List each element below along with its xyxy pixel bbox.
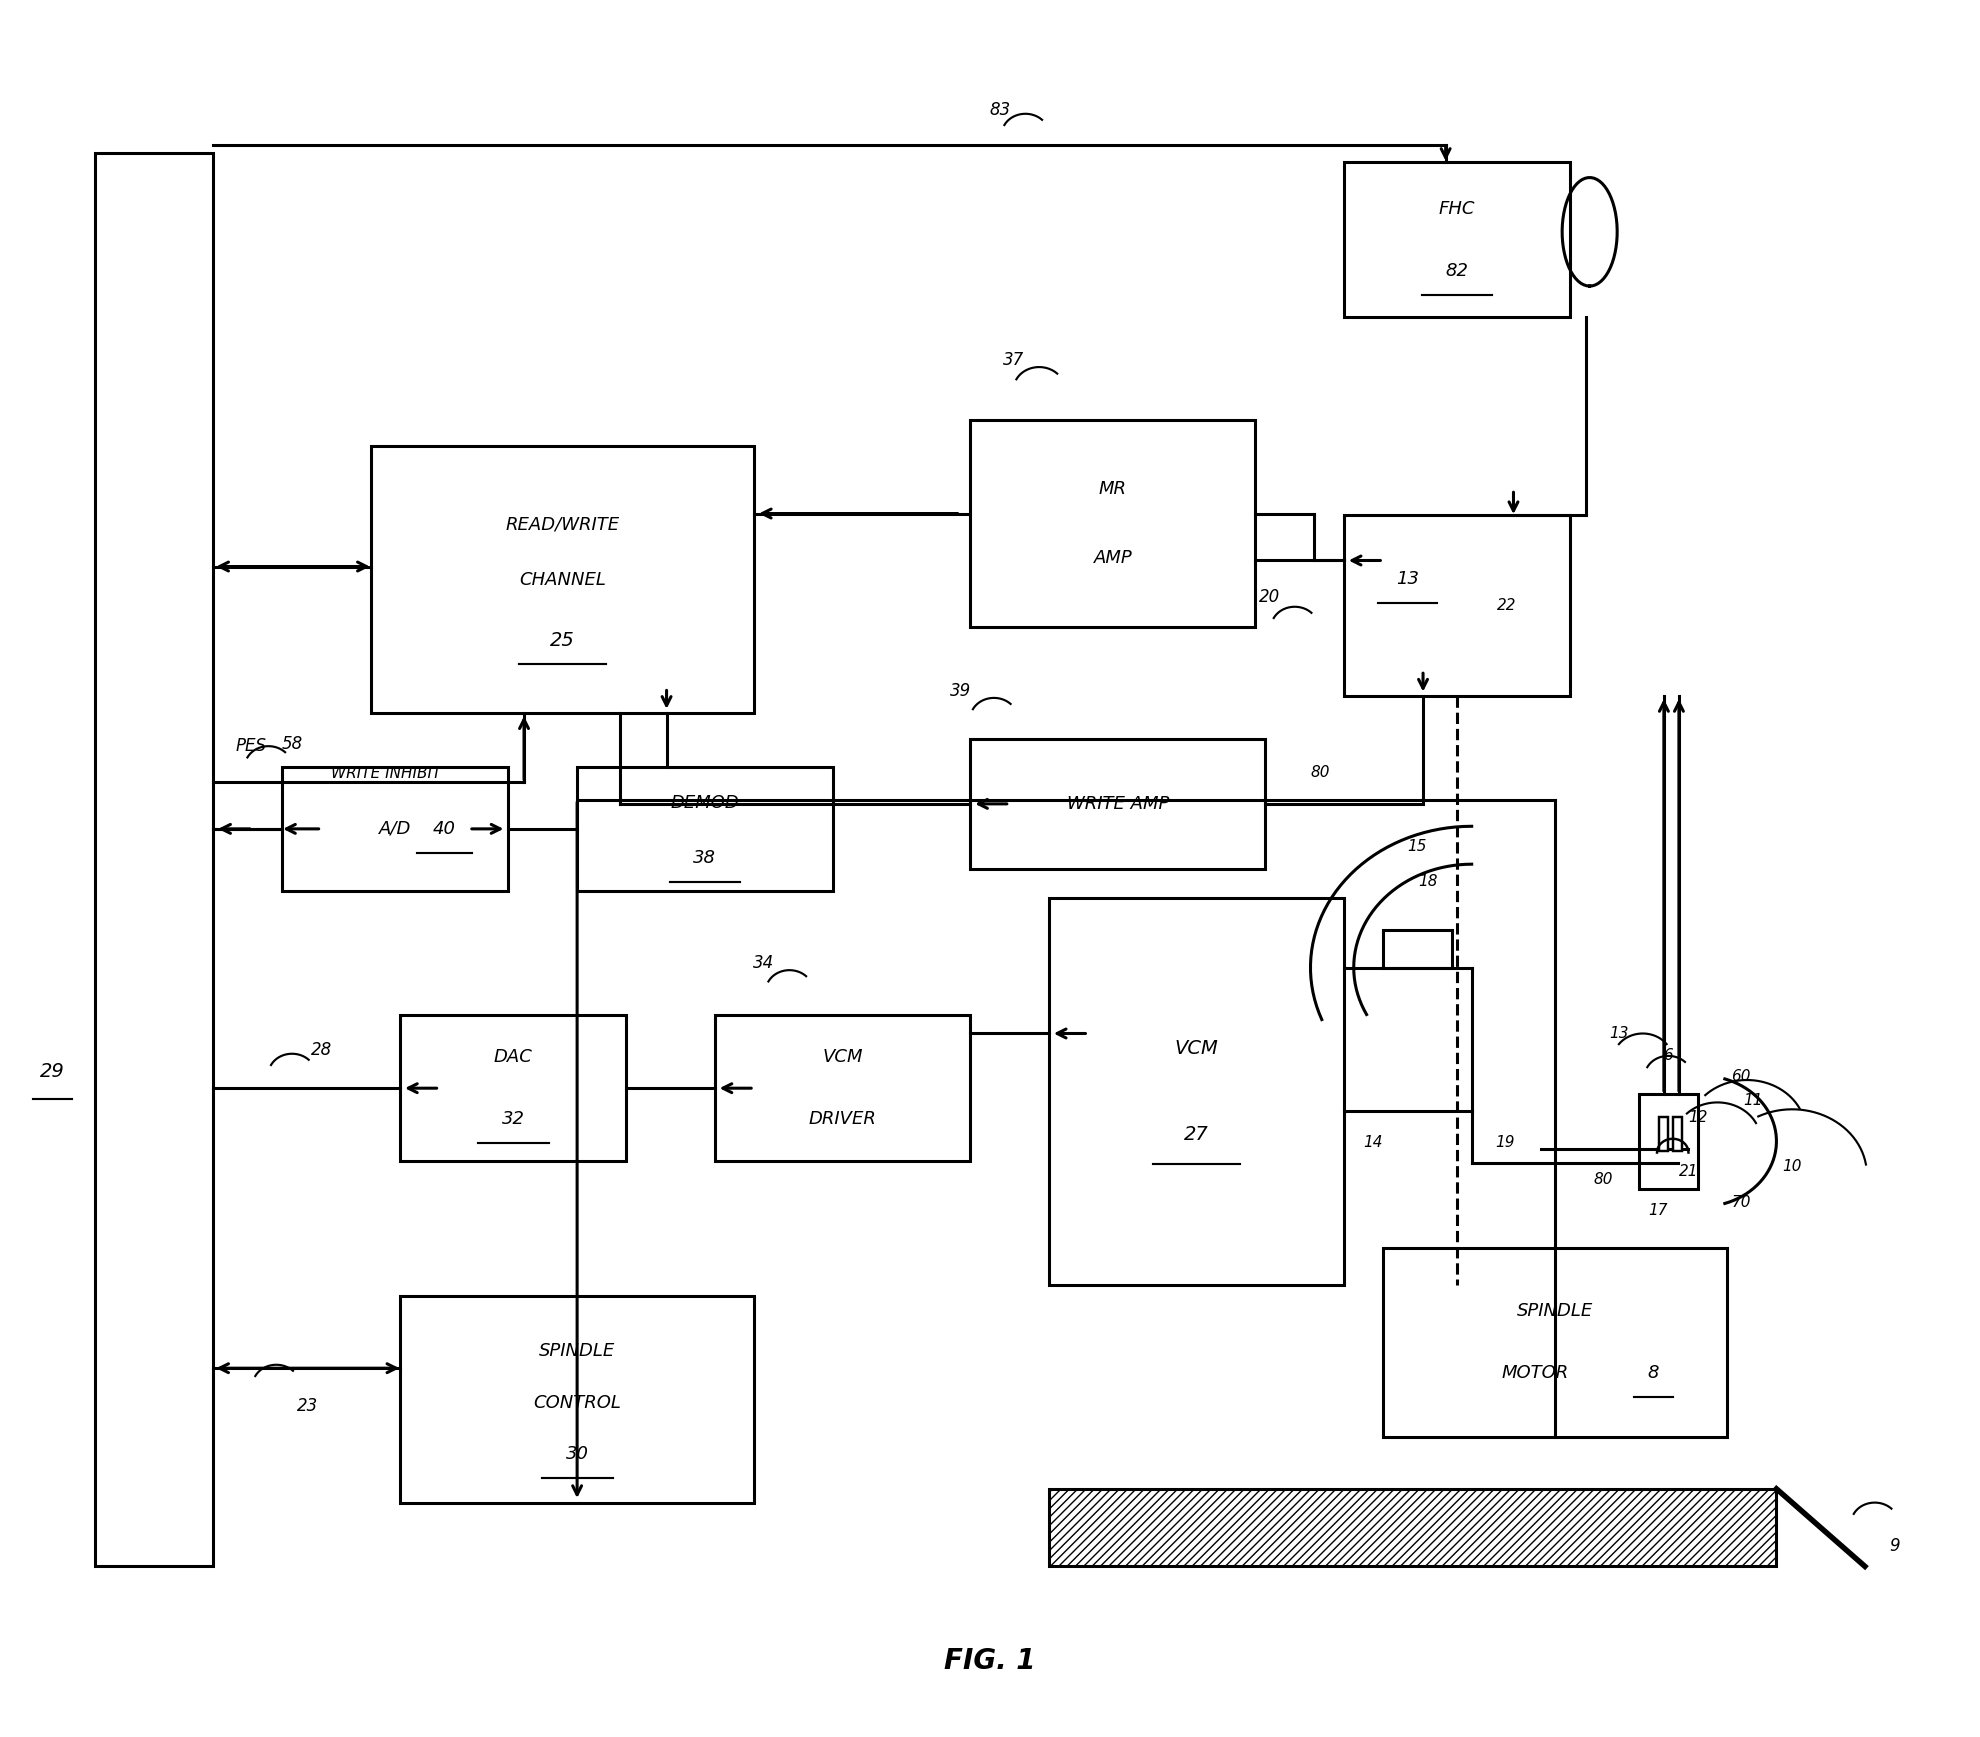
Text: 38: 38 [693, 849, 717, 867]
Text: 10: 10 [1782, 1159, 1802, 1174]
Text: 23: 23 [297, 1397, 319, 1416]
Text: 30: 30 [566, 1445, 588, 1463]
Text: 29: 29 [40, 1063, 65, 1082]
Text: MOTOR: MOTOR [1503, 1364, 1570, 1383]
Text: 8: 8 [1647, 1364, 1659, 1383]
Text: 25: 25 [550, 631, 574, 650]
Text: 80: 80 [1594, 1172, 1614, 1188]
Text: 20: 20 [1259, 587, 1279, 606]
Text: SPINDLE: SPINDLE [1517, 1303, 1594, 1320]
Text: AMP: AMP [1093, 549, 1133, 568]
Text: 37: 37 [1004, 351, 1024, 370]
Text: 13: 13 [1610, 1027, 1630, 1040]
Text: 70: 70 [1731, 1195, 1750, 1211]
FancyBboxPatch shape [970, 740, 1265, 868]
Text: VCM: VCM [1174, 1039, 1218, 1058]
FancyBboxPatch shape [576, 766, 834, 891]
FancyBboxPatch shape [370, 446, 754, 714]
FancyBboxPatch shape [400, 1014, 626, 1162]
Text: 14: 14 [1364, 1134, 1384, 1150]
Text: DRIVER: DRIVER [808, 1110, 877, 1129]
Text: 28: 28 [311, 1040, 333, 1060]
Text: 12: 12 [1689, 1110, 1707, 1126]
FancyBboxPatch shape [1344, 162, 1570, 318]
Text: 17: 17 [1649, 1204, 1669, 1218]
FancyBboxPatch shape [1659, 1117, 1669, 1150]
Text: 15: 15 [1408, 839, 1426, 855]
Text: CONTROL: CONTROL [533, 1393, 622, 1412]
FancyBboxPatch shape [970, 420, 1255, 627]
FancyBboxPatch shape [1344, 516, 1570, 697]
Text: WRITE AMP: WRITE AMP [1067, 796, 1168, 813]
Text: SPINDLE: SPINDLE [539, 1343, 616, 1360]
Text: 83: 83 [990, 101, 1010, 120]
FancyBboxPatch shape [1673, 1117, 1681, 1150]
Text: CHANNEL: CHANNEL [519, 571, 606, 589]
Text: 34: 34 [752, 954, 774, 973]
Text: FHC: FHC [1439, 200, 1475, 217]
Text: 40: 40 [434, 820, 455, 837]
Text: FIG. 1: FIG. 1 [944, 1647, 1036, 1674]
Text: 39: 39 [950, 683, 970, 700]
FancyBboxPatch shape [1384, 929, 1451, 968]
Text: 11: 11 [1742, 1093, 1762, 1108]
Text: VCM: VCM [822, 1047, 863, 1067]
Text: 60: 60 [1731, 1068, 1750, 1084]
FancyBboxPatch shape [95, 153, 214, 1567]
Text: 32: 32 [501, 1110, 525, 1129]
Polygon shape [1049, 1489, 1776, 1567]
Text: 82: 82 [1445, 262, 1469, 280]
FancyBboxPatch shape [400, 1296, 754, 1503]
Text: PES: PES [236, 736, 267, 756]
FancyBboxPatch shape [715, 1014, 970, 1162]
Text: 80: 80 [1311, 766, 1331, 780]
FancyBboxPatch shape [283, 766, 509, 891]
Text: 6: 6 [1663, 1049, 1673, 1063]
Text: DAC: DAC [493, 1047, 533, 1067]
Text: 9: 9 [1889, 1537, 1899, 1555]
FancyBboxPatch shape [1384, 1247, 1727, 1436]
Text: 58: 58 [281, 735, 303, 754]
FancyBboxPatch shape [1049, 898, 1344, 1285]
Text: DEMOD: DEMOD [671, 794, 739, 811]
Text: 13: 13 [1396, 570, 1420, 587]
Text: WRITE INHIBIT: WRITE INHIBIT [331, 766, 442, 782]
Text: 27: 27 [1184, 1126, 1210, 1145]
Text: 18: 18 [1420, 874, 1437, 889]
Text: 19: 19 [1495, 1134, 1515, 1150]
Text: 22: 22 [1497, 598, 1517, 613]
Text: READ/WRITE: READ/WRITE [505, 516, 620, 533]
Text: MR: MR [1099, 481, 1127, 499]
FancyBboxPatch shape [1639, 1094, 1697, 1188]
Text: A/D: A/D [378, 820, 412, 837]
Text: 21: 21 [1679, 1164, 1699, 1179]
